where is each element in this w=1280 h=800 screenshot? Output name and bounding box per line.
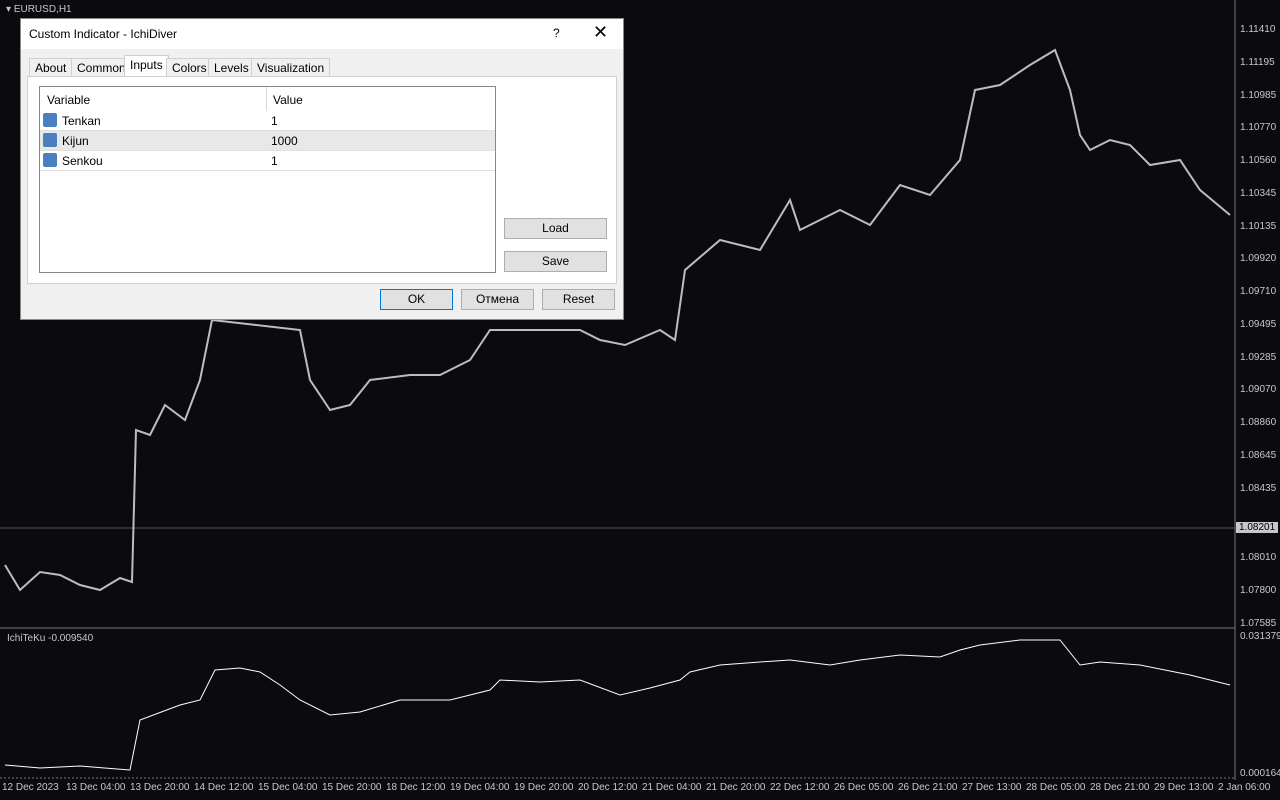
time-label: 19 Dec 04:00 — [450, 782, 510, 793]
price-tick-label: 1.10985 — [1240, 89, 1277, 101]
close-button[interactable]: ✕ — [593, 22, 609, 42]
tab-panel: Variable Value Tenkan 1 Kijun 1000 Senkou 1 — [27, 76, 617, 284]
price-tick-label: 1.11195 — [1240, 56, 1275, 68]
time-label: 15 Dec 04:00 — [258, 782, 318, 793]
type-icon — [43, 133, 57, 147]
dialog: Custom Indicator - IchiDiver ? ✕ About Co… — [20, 18, 624, 320]
indicator-scale-bottom: 0.000164 — [1240, 768, 1280, 779]
time-label: 27 Dec 13:00 — [962, 782, 1022, 793]
time-label: 2 Jan 06:00 — [1218, 782, 1271, 793]
price-tick-label: 1.08860 — [1240, 417, 1277, 428]
variable-name: Kijun — [62, 134, 89, 148]
price-tick-label: 1.07800 — [1240, 585, 1277, 596]
column-header: Variable — [47, 93, 91, 107]
tab[interactable]: Inputs — [124, 55, 169, 78]
time-label: 18 Dec 12:00 — [386, 782, 446, 793]
symbol-label: ▾ EURUSD,H1 — [6, 4, 72, 15]
tab[interactable]: Visualization — [251, 58, 331, 78]
time-label: 13 Dec 20:00 — [130, 782, 190, 793]
indicator-scale-top: 0.031379 — [1240, 631, 1280, 642]
inputs-table: Variable Value Tenkan 1 Kijun 1000 Senkou 1 — [39, 86, 496, 273]
price-tick-label: 1.08435 — [1240, 482, 1277, 494]
dialog-button[interactable]: OK — [380, 289, 453, 310]
side-button[interactable]: Save — [504, 251, 607, 272]
tab[interactable]: Colors — [166, 58, 213, 78]
price-tick-label: 1.10770 — [1240, 122, 1277, 134]
price-tick-label: 1.09920 — [1240, 253, 1277, 265]
time-label: 14 Dec 12:00 — [194, 782, 254, 793]
time-label: 19 Dec 20:00 — [514, 782, 574, 793]
price-tick-label: 1.09070 — [1240, 384, 1277, 396]
time-label: 29 Dec 13:00 — [1154, 782, 1214, 793]
time-label: 21 Dec 04:00 — [642, 782, 702, 793]
help-button[interactable]: ? — [553, 26, 560, 40]
variable-value: 1 — [271, 114, 278, 128]
variable-name: Senkou — [62, 154, 103, 168]
time-label: 20 Dec 12:00 — [578, 782, 638, 793]
time-label: 28 Dec 05:00 — [1026, 782, 1086, 793]
type-icon — [43, 113, 57, 127]
time-label: 28 Dec 21:00 — [1090, 782, 1150, 793]
table-row[interactable]: Senkou 1 — [40, 151, 495, 171]
time-label: 26 Dec 05:00 — [834, 782, 894, 793]
time-label: 12 Dec 2023 — [2, 782, 59, 793]
title-bar: Custom Indicator - IchiDiver ? ✕ — [21, 19, 623, 49]
dialog-button[interactable]: Reset — [542, 289, 615, 310]
type-icon — [43, 153, 57, 167]
time-label: 15 Dec 20:00 — [322, 782, 382, 793]
dialog-button[interactable]: Отмена — [461, 289, 534, 310]
tab[interactable]: About — [29, 58, 73, 78]
tab[interactable]: Levels — [208, 58, 255, 78]
indicator-line — [4, 639, 1231, 771]
time-label: 13 Dec 04:00 — [66, 782, 126, 793]
price-tick-label: 1.07585 — [1240, 618, 1277, 629]
table-row[interactable]: Kijun 1000 — [40, 131, 495, 151]
price-tick-label: 1.09285 — [1240, 351, 1277, 363]
price-path — [4, 48, 1231, 592]
column-header: Value — [273, 93, 303, 107]
price-tick-label: 1.11410 — [1240, 24, 1276, 35]
current-price: 1.08201 — [1236, 522, 1279, 533]
table-row[interactable]: Tenkan 1 — [40, 111, 495, 131]
tab[interactable]: Common — [71, 58, 132, 78]
time-label: 22 Dec 12:00 — [770, 782, 830, 793]
variable-value: 1000 — [271, 134, 298, 148]
side-button[interactable]: Load — [504, 218, 607, 239]
price-tick-label: 1.09495 — [1240, 318, 1277, 330]
dialog-title: Custom Indicator - IchiDiver — [29, 27, 178, 41]
indicator-label: IchiTeKu -0.009540 — [7, 633, 94, 644]
price-tick-label: 1.10560 — [1240, 155, 1277, 166]
price-tick-label: 1.08010 — [1240, 552, 1277, 563]
symbol-text: EURUSD,H1 — [13, 4, 72, 15]
price-tick-label: 1.08645 — [1240, 449, 1277, 461]
price-tick-label: 1.09710 — [1240, 286, 1277, 297]
price-tick-label: 1.10135 — [1240, 220, 1277, 232]
variable-name: Tenkan — [62, 114, 101, 128]
price-tick-label: 1.10345 — [1240, 187, 1277, 199]
time-label: 21 Dec 20:00 — [706, 782, 766, 793]
variable-value: 1 — [271, 154, 278, 168]
time-label: 26 Dec 21:00 — [898, 782, 958, 793]
